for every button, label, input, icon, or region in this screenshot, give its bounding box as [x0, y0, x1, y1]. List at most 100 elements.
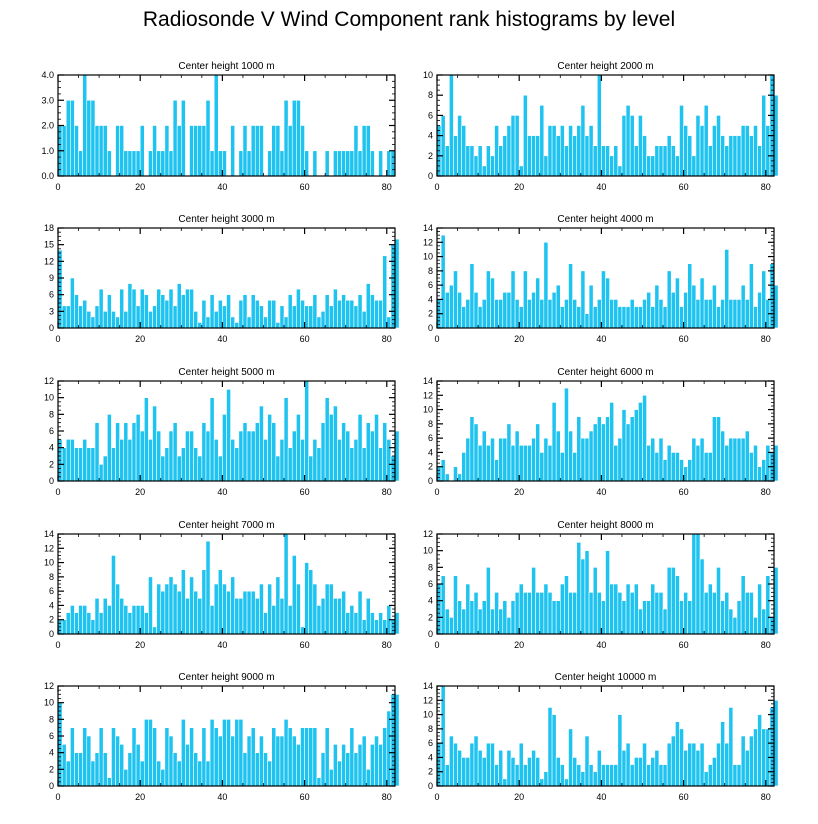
bar [201, 125, 207, 177]
bar [486, 444, 491, 482]
bar [527, 299, 532, 329]
bar [716, 742, 721, 787]
x-tick-label: 60 [300, 640, 310, 650]
x-tick-label: 40 [596, 487, 606, 497]
bar [337, 439, 342, 482]
y-tick-label: 8 [49, 714, 54, 724]
x-tick-label: 60 [300, 792, 310, 802]
bar [568, 430, 573, 482]
bar [510, 270, 516, 329]
y-tick-label: 8 [49, 572, 54, 582]
bar [559, 764, 565, 787]
panel-7: Center height 7000 m 0 20 40 60 80 0 2 4 6 8 10 12 14 [44, 520, 400, 650]
bar [378, 744, 383, 787]
bar [588, 592, 594, 635]
bar [490, 277, 495, 329]
bar [506, 617, 512, 635]
bar [621, 600, 627, 635]
y-tick-label: 4 [49, 748, 54, 758]
bar [193, 752, 199, 787]
y-tick-label: 15 [44, 240, 54, 250]
panel-2: Center height 2000 m 0 20 40 60 80 0 2 4 6 8 10 [423, 61, 779, 192]
bar [592, 567, 598, 635]
y-tick-label: 6 [49, 290, 54, 300]
x-tick-label: 80 [761, 487, 771, 497]
bar [123, 769, 129, 787]
bar [633, 583, 639, 635]
bar [753, 444, 758, 482]
bar [144, 719, 149, 787]
x-tick-label: 40 [596, 640, 606, 650]
x-tick-label: 20 [135, 487, 145, 497]
bar [543, 771, 549, 787]
bar [139, 605, 145, 635]
bar [361, 447, 367, 482]
bar [135, 305, 141, 329]
bar [230, 735, 236, 787]
bar [205, 99, 211, 177]
bar [185, 744, 190, 787]
bar [180, 447, 186, 482]
bar [357, 414, 363, 482]
bar [490, 608, 495, 635]
bar [333, 150, 338, 177]
bar [732, 299, 738, 329]
bar [650, 583, 656, 635]
bar [107, 414, 112, 482]
bar [486, 567, 491, 635]
y-tick-label: 0 [49, 629, 54, 639]
bar [127, 752, 133, 787]
bar [494, 299, 499, 329]
bar [601, 600, 606, 635]
bar [543, 583, 549, 635]
bar [576, 125, 582, 177]
bar [197, 322, 203, 329]
bar [365, 125, 371, 177]
bar [357, 150, 363, 177]
x-tick-label: 40 [596, 792, 606, 802]
bar [744, 125, 750, 177]
x-tick-label: 80 [761, 182, 771, 192]
y-tick-label: 12 [423, 390, 433, 400]
bar [666, 742, 672, 787]
bar [205, 430, 211, 482]
bar [341, 294, 346, 329]
bar [732, 135, 738, 177]
bar [773, 284, 779, 329]
bar [160, 769, 166, 787]
bar [736, 600, 742, 635]
bar [312, 727, 318, 787]
bar [477, 749, 483, 787]
bar [119, 288, 125, 329]
x-tick-label: 60 [679, 182, 689, 192]
bar [527, 135, 532, 177]
bar [568, 728, 573, 787]
bar [222, 414, 227, 482]
bar [506, 423, 512, 482]
bar [757, 291, 762, 329]
bar [749, 592, 754, 635]
bar [300, 727, 305, 787]
bar [683, 125, 688, 177]
bar [86, 99, 92, 177]
bar [308, 727, 314, 787]
bar [490, 155, 495, 177]
y-tick-label: 2 [49, 615, 54, 625]
bar [716, 416, 721, 482]
bar [61, 744, 67, 787]
bar [127, 612, 133, 635]
bar [691, 533, 697, 635]
bar [259, 305, 264, 329]
bar [349, 150, 355, 177]
bar [279, 305, 285, 329]
y-tick-label: 1.0 [41, 146, 54, 156]
bar [102, 752, 108, 787]
bar [535, 592, 541, 635]
bar [324, 150, 330, 177]
bar [333, 405, 338, 482]
x-tick-label: 0 [55, 334, 60, 344]
bar [394, 694, 400, 787]
bar [230, 316, 236, 329]
bar [457, 473, 462, 482]
bar [596, 749, 602, 787]
